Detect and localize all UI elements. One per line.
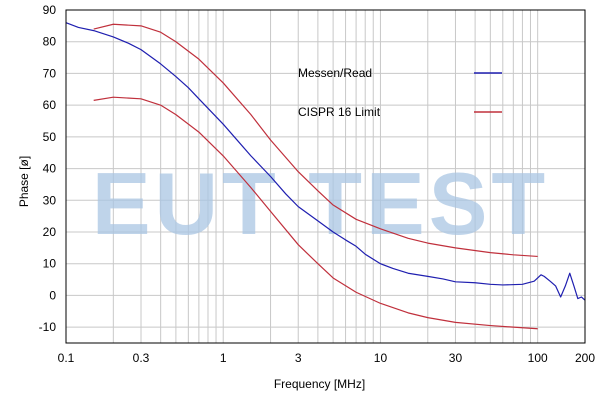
y-tick-label: 50 bbox=[43, 130, 57, 144]
y-tick-label: 20 bbox=[43, 225, 57, 239]
y-tick-label: 40 bbox=[43, 162, 57, 176]
grid bbox=[66, 9, 585, 343]
series-line bbox=[93, 96, 538, 330]
legend: Messen/Read CISPR 16 Limit bbox=[298, 66, 502, 119]
x-tick-label: 3 bbox=[295, 351, 302, 365]
series-line bbox=[93, 23, 538, 258]
x-axis-title: Frequency [MHz] bbox=[274, 377, 365, 391]
series-lines bbox=[65, 22, 586, 330]
y-tick-label: 90 bbox=[43, 3, 57, 17]
y-tick-label: 10 bbox=[43, 257, 57, 271]
y-axis-title: Phase [ø] bbox=[17, 156, 31, 207]
watermark-logo: EUT TEST bbox=[92, 154, 549, 253]
x-tick-label: 0.3 bbox=[133, 351, 150, 365]
legend-label: Messen/Read bbox=[298, 66, 372, 80]
y-tick-label: 30 bbox=[43, 193, 57, 207]
y-tick-labels: 90 80 70 60 50 40 30 20 10 0 -10 bbox=[39, 3, 57, 334]
x-tick-label: 0.1 bbox=[58, 351, 75, 365]
x-tick-label: 10 bbox=[374, 351, 388, 365]
x-tick-label: 100 bbox=[528, 351, 548, 365]
y-tick-label: 70 bbox=[43, 66, 57, 80]
y-tick-label: 80 bbox=[43, 35, 57, 49]
y-tick-label: -10 bbox=[39, 320, 57, 334]
x-tick-label: 30 bbox=[449, 351, 463, 365]
x-tick-label: 200 bbox=[575, 351, 595, 365]
y-tick-label: 60 bbox=[43, 98, 57, 112]
x-tick-labels: 0.1 0.3 1 3 10 30 100 200 bbox=[58, 351, 596, 365]
y-tick-label: 0 bbox=[49, 288, 56, 302]
legend-label: CISPR 16 Limit bbox=[298, 105, 381, 119]
plot-frame bbox=[65, 9, 586, 344]
series-line bbox=[65, 22, 586, 301]
x-tick-label: 1 bbox=[220, 351, 227, 365]
